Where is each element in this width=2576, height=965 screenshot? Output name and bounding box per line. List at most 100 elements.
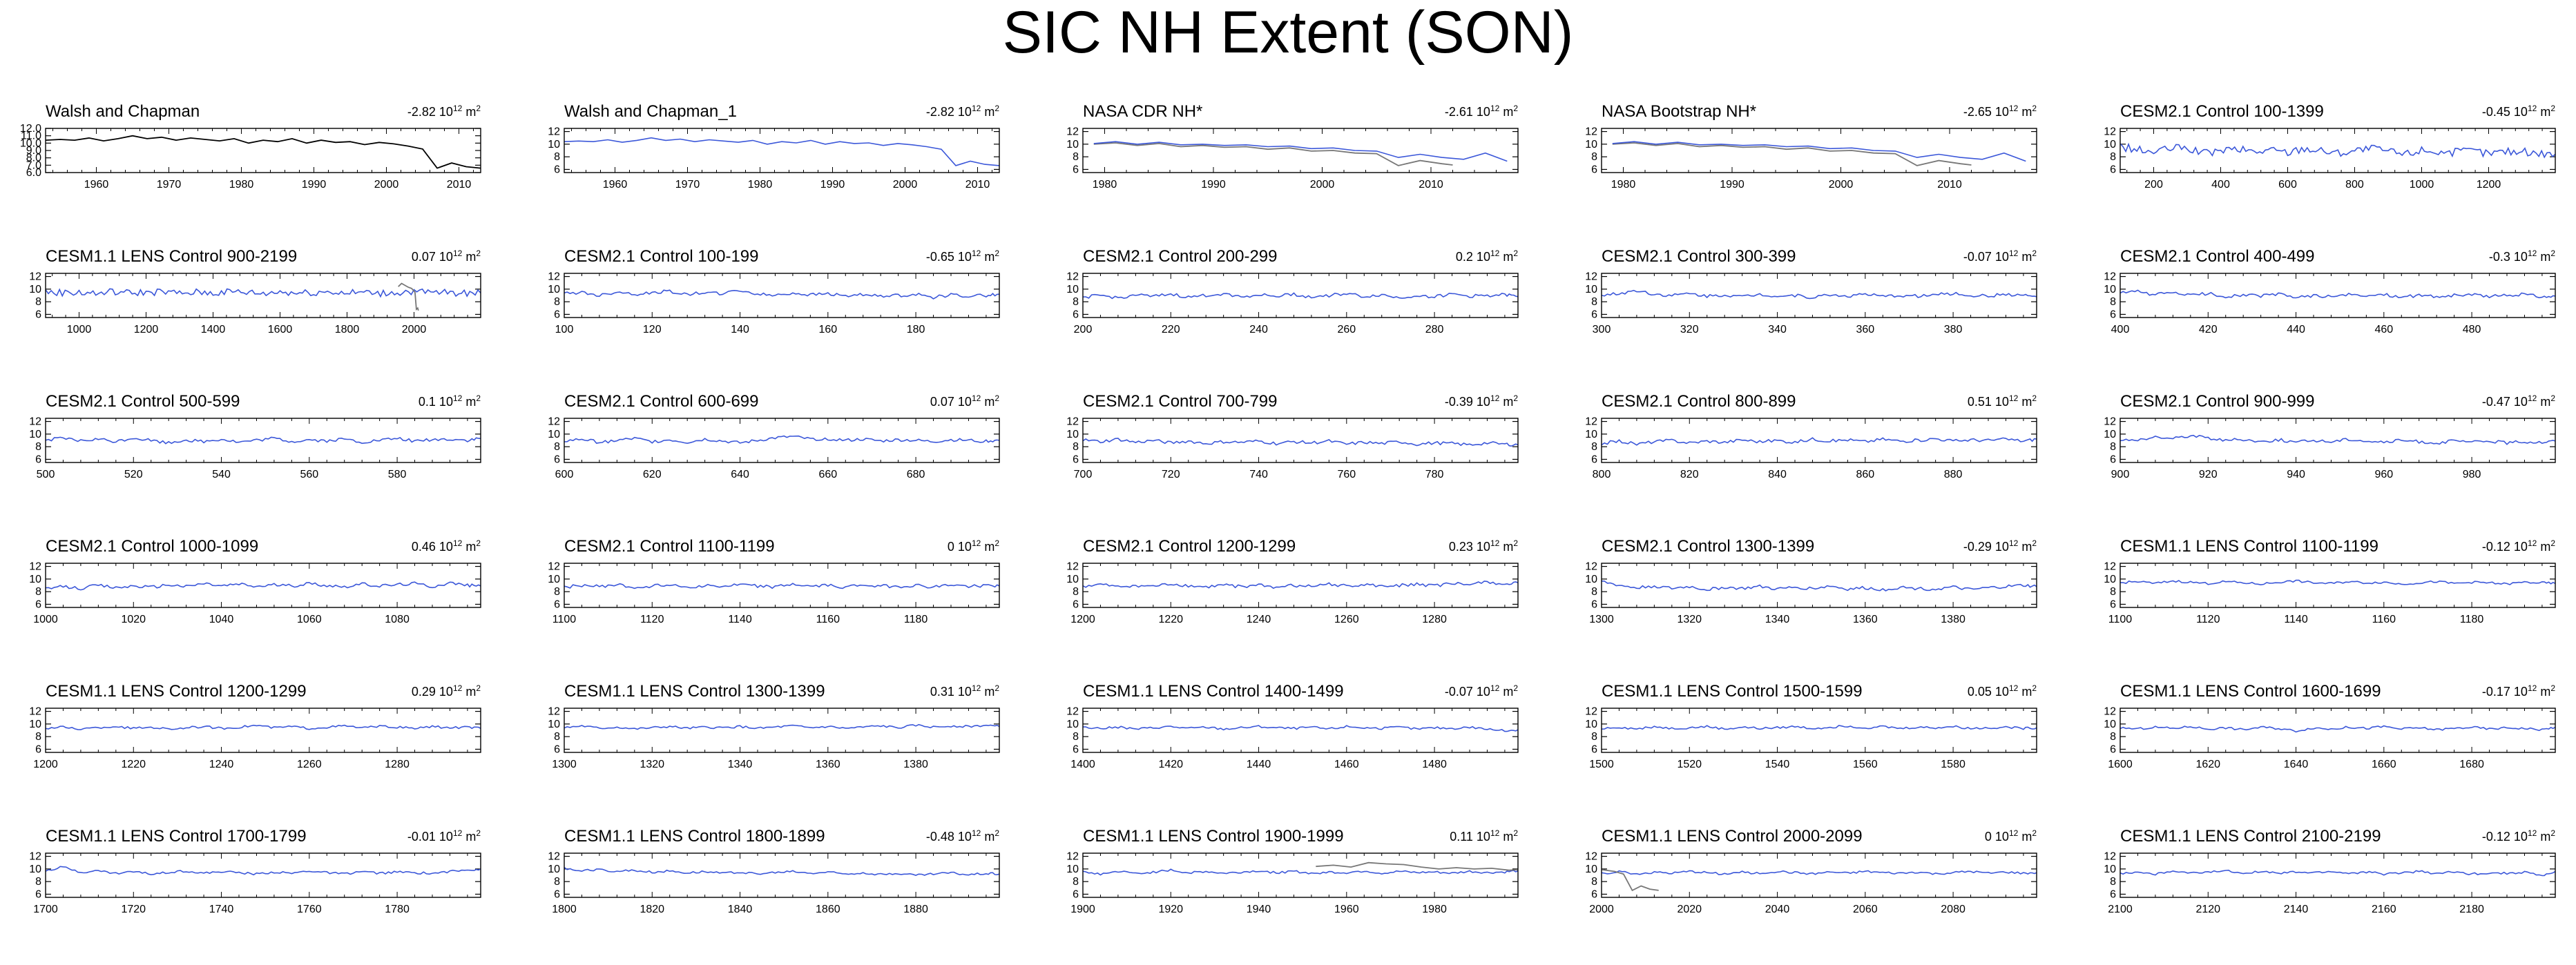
x-tick-label: 1320 (640, 759, 664, 770)
y-tick-label: 8 (554, 441, 560, 453)
y-tick-label: 10 (29, 429, 41, 440)
x-tick-label: 1200 (2477, 179, 2501, 191)
plot-frame (45, 273, 481, 318)
x-tick-label: 480 (2463, 324, 2481, 335)
y-tick-label: 8 (1073, 151, 1079, 163)
x-tick-label: 1880 (903, 904, 928, 915)
plot-frame (2120, 852, 2556, 898)
panel-title: CESM2.1 Control 600-699 (564, 392, 759, 411)
y-tick-label: 8 (1073, 586, 1079, 598)
chart-panel: CESM1.1 LENS Control 1100-1199 -0.12 1012… (2086, 537, 2556, 675)
x-tick-label: 1960 (84, 179, 109, 191)
y-tick-label: 6 (2110, 164, 2116, 175)
panel-title: CESM1.1 LENS Control 1100-1199 (2120, 537, 2378, 556)
y-tick-label: 6 (554, 598, 560, 610)
y-tick-label: 10 (548, 719, 560, 730)
panel-title: CESM2.1 Control 400-499 (2120, 247, 2315, 266)
x-tick-label: 1780 (385, 904, 410, 915)
x-tick-label: 1980 (229, 179, 254, 191)
chart-panel: CESM2.1 Control 400-499 -0.3 1012 m2 6 8 10 1… (2086, 247, 2556, 385)
series-line (2120, 869, 2556, 877)
chart-panel: CESM2.1 Control 900-999 -0.47 1012 m2 6 8 10… (2086, 392, 2556, 530)
panel-title: CESM1.1 LENS Control 2000-2099 (1602, 827, 1863, 846)
y-tick-label: 6 (1591, 888, 1597, 900)
y-tick-label: 8 (1591, 296, 1597, 308)
y-tick-label: 8 (2110, 876, 2116, 888)
plot-frame (1601, 418, 2037, 463)
y-tick-label: 10 (1066, 429, 1079, 440)
y-tick-label: 8 (35, 441, 41, 453)
y-tick-label: 6 (554, 309, 560, 320)
x-tick-label: 340 (1768, 324, 1787, 335)
y-tick-label: 10 (548, 574, 560, 585)
trend-label: -0.29 1012 m2 (1963, 538, 2037, 554)
panel-title: CESM1.1 LENS Control 1900-1999 (1083, 827, 1344, 846)
series-line (2120, 142, 2556, 159)
plot-frame (45, 852, 481, 898)
trend-label: 0.46 1012 m2 (411, 538, 481, 554)
chart-panel: CESM2.1 Control 1000-1099 0.46 1012 m2 6 8 1… (11, 537, 481, 675)
x-tick-label: 920 (2199, 469, 2218, 480)
x-tick-label: 1220 (1158, 614, 1183, 625)
chart-panel: CESM1.1 LENS Control 2000-2099 0 1012 m2 6… (1567, 827, 2037, 965)
y-tick-label: 12 (548, 271, 560, 283)
x-tick-label: 2160 (2372, 904, 2396, 915)
x-tick-label: 600 (2278, 179, 2297, 191)
y-tick-label: 12 (2104, 706, 2116, 718)
trend-label: 0.11 1012 m2 (1450, 828, 1518, 844)
panel-title: CESM2.1 Control 200-299 (1083, 247, 1278, 266)
y-tick-label: 10 (1585, 574, 1597, 585)
trend-label: 0.23 1012 m2 (1448, 538, 1518, 554)
series-line (1601, 870, 2037, 875)
x-tick-label: 1500 (1589, 759, 1614, 770)
x-tick-label: 1260 (1334, 614, 1359, 625)
y-tick-label: 10 (548, 284, 560, 295)
x-tick-label: 1000 (67, 324, 92, 335)
x-tick-label: 700 (1074, 469, 1093, 480)
plot-frame (1601, 563, 2037, 608)
x-tick-label: 1580 (1941, 759, 1965, 770)
series-line (564, 866, 1000, 876)
y-tick-label: 6 (1073, 598, 1079, 610)
chart-panel: CESM2.1 Control 300-399 -0.07 1012 m2 6 8 10… (1567, 247, 2037, 385)
x-tick-label: 400 (2111, 324, 2130, 335)
y-tick-label: 8 (2110, 731, 2116, 743)
series-line (45, 724, 481, 730)
trend-label: -0.45 1012 m2 (2481, 104, 2555, 119)
y-tick-label: 6 (1073, 309, 1079, 320)
x-tick-label: 1920 (1158, 904, 1183, 915)
x-tick-label: 540 (212, 469, 231, 480)
x-tick-label: 400 (2211, 179, 2230, 191)
x-tick-label: 1620 (2195, 759, 2220, 770)
y-tick-label: 6 (2110, 598, 2116, 610)
chart-panel: CESM1.1 LENS Control 1800-1899 -0.48 1012… (530, 827, 1000, 965)
series-line (1093, 142, 1453, 166)
x-tick-label: 1540 (1765, 759, 1790, 770)
panel-title: CESM1.1 LENS Control 1800-1899 (564, 827, 825, 846)
x-tick-label: 1260 (297, 759, 322, 770)
y-tick-label: 12 (1585, 561, 1597, 573)
plot-frame (1082, 128, 1519, 173)
x-tick-label: 1440 (1247, 759, 1271, 770)
x-tick-label: 240 (1249, 324, 1268, 335)
panel-title: CESM1.1 LENS Control 2100-2199 (2120, 827, 2381, 846)
chart-panel: CESM2.1 Control 200-299 0.2 1012 m2 6 8 10 12… (1048, 247, 1519, 385)
y-tick-label: 10 (1585, 719, 1597, 730)
chart-panel: CESM1.1 LENS Control 1700-1799 -0.01 1012… (11, 827, 481, 965)
chart-plot-area: 6.07.08.09.010.011.012.0 1960 1970 1980 1990… (20, 123, 481, 191)
plot-frame (1082, 273, 1519, 318)
x-tick-label: 1460 (1334, 759, 1359, 770)
y-tick-label: 10 (2104, 429, 2116, 440)
x-tick-label: 1300 (552, 759, 577, 770)
y-tick-label: 10 (1066, 284, 1079, 295)
y-tick-label: 10 (1066, 574, 1079, 585)
